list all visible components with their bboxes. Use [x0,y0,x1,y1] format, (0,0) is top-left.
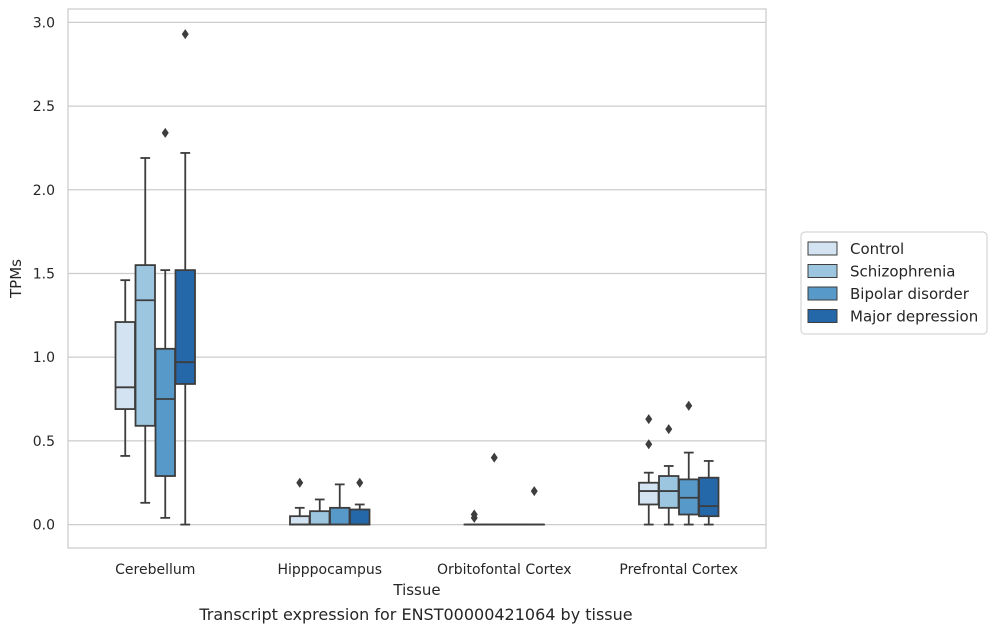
y-axis-label: TPMs [7,259,25,299]
x-tick-label: Orbitofontal Cortex [437,562,572,578]
y-tick-label: 1.5 [33,266,55,282]
legend-label: Control [850,240,904,258]
box-iqr [289,515,311,526]
box-bipolar-disorder [329,483,351,526]
x-tick-labels: Cerebellum Hipppocampus Orbitofontal Corte… [115,562,738,578]
box-iqr [174,269,196,385]
box-control [463,509,485,526]
x-tick-label: Cerebellum [115,562,195,578]
x-axis-label: Tissue [392,581,440,599]
outlier-point [296,477,304,488]
box-iqr [114,321,136,410]
legend: Control Schizophrenia Bipolar disorder Majo… [800,231,988,335]
box-major-depression [523,486,545,526]
y-tick-labels: 0.0 0.5 1.0 1.5 2.0 2.5 3.0 [33,15,55,533]
box-schizophrenia [483,452,505,526]
legend-label: Major depression [850,308,978,326]
outlier-point [356,477,364,488]
outlier-point [665,424,673,435]
box-iqr [154,347,176,477]
box-series [114,29,720,526]
x-tick-label: Prefrontal Cortex [619,562,738,578]
box-schizophrenia [134,157,156,504]
box-iqr [698,476,720,518]
box-schizophrenia [658,424,680,526]
box-major-depression [698,460,720,526]
box-major-depression [349,477,371,526]
box-bipolar-disorder [154,127,176,519]
box-control [638,414,660,526]
legend-swatch [807,309,838,323]
outlier-point [181,29,189,40]
outlier-point [530,486,538,497]
outlier-point [490,452,498,463]
outlier-point [161,127,169,138]
outlier-point [470,509,478,520]
y-tick-label: 0.0 [33,518,55,534]
legend-label: Bipolar disorder [850,285,970,303]
box-iqr [349,508,371,526]
legend-label: Schizophrenia [850,263,955,281]
box-major-depression [174,29,196,526]
box-bipolar-disorder [678,400,700,526]
legend-swatch [807,264,838,278]
chart-caption: Transcript expression for ENST0000042106… [199,605,633,624]
y-tick-label: 3.0 [33,15,55,31]
box-iqr [134,264,156,427]
legend-frame [800,231,988,335]
outlier-point [645,439,653,450]
legend-swatch [807,286,838,301]
box-iqr [329,506,351,526]
box-control [114,279,136,457]
y-tick-label: 0.5 [33,434,55,450]
outlier-point [685,400,693,411]
y-tick-label: 2.5 [33,99,55,115]
x-tick-label: Hipppocampus [277,562,382,578]
legend-swatch [807,241,838,256]
box-iqr [309,510,331,526]
y-tick-label: 1.0 [33,350,55,366]
box-schizophrenia [309,498,331,526]
y-tick-label: 2.0 [33,183,55,199]
box-control [289,477,311,526]
plot-frame [67,8,767,549]
outlier-point [645,414,653,425]
box-iqr [638,481,660,506]
